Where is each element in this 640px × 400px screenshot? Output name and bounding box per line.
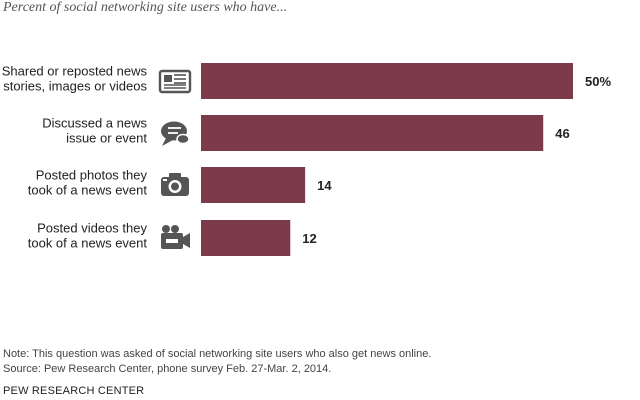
category-label: Posted videos they [37, 221, 147, 236]
bar [201, 167, 306, 203]
chart-note: Note: This question was asked of social … [3, 348, 432, 360]
category-label: took of a news event [28, 183, 148, 198]
newspaper-icon [158, 69, 192, 94]
value-label: 12 [302, 231, 316, 246]
category-label: stories, images or videos [3, 79, 147, 94]
bar [201, 63, 573, 99]
value-label: 14 [317, 178, 332, 193]
category-label: Posted photos they [36, 168, 148, 183]
camera-icon [161, 173, 189, 196]
category-label: Discussed a news [42, 116, 147, 131]
chat-bubble-icon [161, 121, 190, 146]
chart-source: Source: Pew Research Center, phone surve… [3, 363, 332, 375]
category-label: took of a news event [28, 236, 148, 251]
brand-name: PEW RESEARCH CENTER [3, 385, 145, 397]
value-label: 46 [555, 126, 569, 141]
bar [201, 115, 544, 151]
category-label: issue or event [66, 131, 147, 146]
value-label: 50% [585, 74, 611, 89]
video-camera-icon [161, 225, 190, 249]
category-label: Shared or reposted news [2, 64, 148, 79]
chart-subtitle: Percent of social networking site users … [3, 0, 288, 15]
bar [201, 220, 291, 256]
